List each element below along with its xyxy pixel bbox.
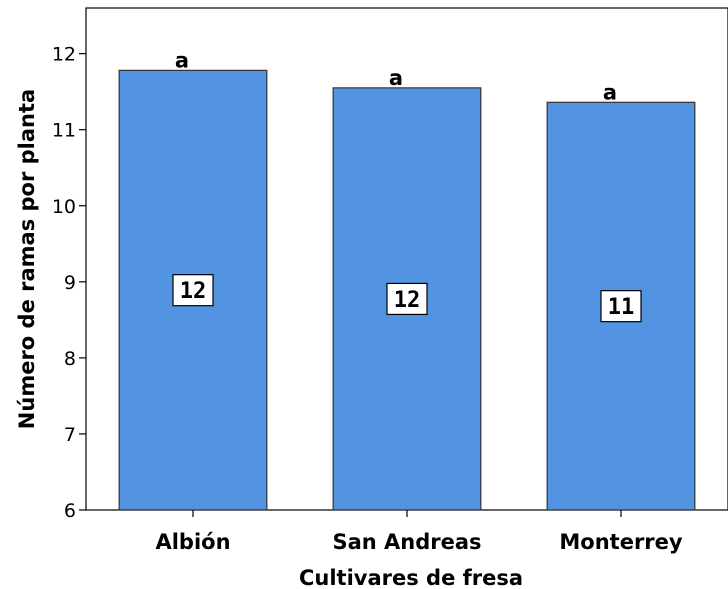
- y-tick-label: 7: [64, 424, 76, 446]
- x-axis: Albión San Andreas Monterrey: [155, 510, 683, 554]
- y-tick-label: 8: [64, 348, 76, 370]
- y-tick-label: 9: [64, 272, 76, 294]
- significance-letter: a: [175, 48, 189, 72]
- data-label: 11: [608, 295, 635, 320]
- data-label-box: [172, 274, 214, 307]
- x-axis-title: Cultivares de fresa: [299, 566, 523, 589]
- category-label: San Andreas: [332, 530, 481, 554]
- significance-letter: a: [389, 66, 403, 90]
- bars-group: a 12 a 12 a 11: [118, 48, 696, 511]
- data-label: 12: [394, 288, 421, 313]
- y-tick-label: 6: [64, 500, 76, 522]
- category-label: Albión: [155, 530, 230, 554]
- category-label: Monterrey: [559, 530, 683, 554]
- y-tick-label: 10: [52, 196, 76, 218]
- data-label-box: [386, 282, 428, 316]
- y-axis: 6 7 8 9 10 11 12: [52, 44, 86, 522]
- y-tick-label: 12: [52, 44, 76, 66]
- data-label-box: [600, 290, 642, 323]
- y-tick-label: 11: [52, 120, 76, 142]
- y-axis-title: Número de ramas por planta: [15, 89, 39, 429]
- significance-letter: a: [603, 80, 617, 104]
- data-label: 12: [180, 279, 207, 304]
